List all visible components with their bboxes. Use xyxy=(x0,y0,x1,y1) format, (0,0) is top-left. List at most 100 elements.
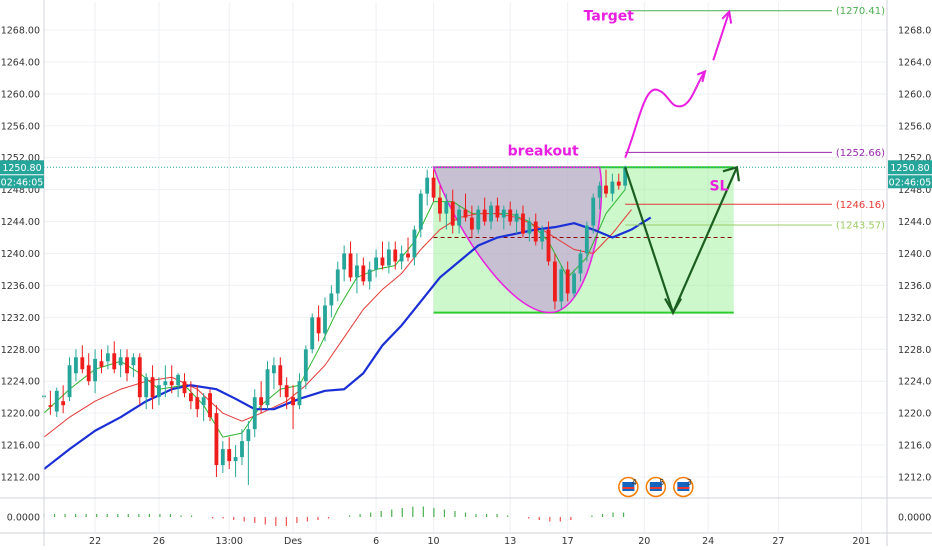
candle-body xyxy=(271,365,276,374)
candle-body xyxy=(521,213,525,234)
candle-body xyxy=(74,357,78,374)
candle-body xyxy=(406,253,410,258)
candle-body xyxy=(259,397,264,406)
candle-body xyxy=(227,449,232,462)
candle-body xyxy=(386,249,391,266)
candle-body xyxy=(501,209,506,218)
candle-body xyxy=(297,381,302,406)
pattern-overlays xyxy=(432,166,734,314)
candle-body xyxy=(265,369,270,406)
ma-green-line xyxy=(43,189,626,438)
countdown-value-left: 02:46:05 xyxy=(1,177,44,188)
candle-body xyxy=(559,269,564,302)
target-arrow-line xyxy=(712,11,731,61)
candle-body xyxy=(476,209,481,230)
y-tick-right: 1244.00 xyxy=(898,217,932,228)
y-tick-right: 1264.00 xyxy=(898,57,932,68)
candle-body xyxy=(86,365,91,382)
candle-body xyxy=(310,317,315,350)
candles xyxy=(42,165,628,486)
candle-body xyxy=(616,181,621,186)
flag-icon xyxy=(622,482,635,491)
target-curve-arrow xyxy=(696,69,707,83)
candle-body xyxy=(367,269,372,282)
candle-body xyxy=(540,229,545,242)
candle-body xyxy=(99,361,104,367)
target-arrow-head xyxy=(721,9,733,24)
y-tick-right: 1212.00 xyxy=(898,473,932,484)
candle-body xyxy=(150,377,155,398)
candle-body xyxy=(131,357,136,366)
osc-label-left: 0.0000 xyxy=(7,513,40,524)
candle-body xyxy=(463,209,468,218)
oscillator-panel: 0.0000 0.0000 xyxy=(7,506,931,526)
y-tick-left: 1260.00 xyxy=(1,89,40,100)
candle-body xyxy=(240,441,244,458)
annotation-target: Target xyxy=(584,8,635,24)
candle-body xyxy=(278,365,283,386)
event-badge-count: 3 xyxy=(687,478,692,487)
candle-body xyxy=(482,209,487,222)
event-badge-count: 5 xyxy=(659,478,664,487)
y-tick-left: 1236.00 xyxy=(1,281,40,292)
y-tick-left: 1244.00 xyxy=(1,217,40,228)
candle-body xyxy=(418,193,423,230)
countdown-value-right: 02:46:05 xyxy=(889,177,932,188)
candle-body xyxy=(284,385,289,398)
candle-body xyxy=(105,353,110,362)
candle-body xyxy=(93,358,98,382)
candle-body xyxy=(335,269,340,294)
y-tick-right: 1252.00 xyxy=(898,153,932,164)
x-tick-label: 24 xyxy=(702,536,714,547)
candle-body xyxy=(176,374,181,386)
candle-body xyxy=(527,221,532,234)
candle-body xyxy=(48,405,53,407)
osc-label-right: 0.0000 xyxy=(898,513,931,524)
y-tick-right: 1268.00 xyxy=(898,25,932,36)
y-tick-right: 1236.00 xyxy=(898,281,932,292)
y-tick-right: 1240.00 xyxy=(898,249,932,260)
candle-body xyxy=(361,265,366,282)
flag-icon xyxy=(649,482,662,491)
candle-body xyxy=(61,401,66,406)
candle-body xyxy=(425,177,430,194)
ma-blue-line xyxy=(43,216,652,470)
y-tick-left: 1252.00 xyxy=(1,153,40,164)
y-tick-left: 1232.00 xyxy=(1,313,40,324)
price-tag-value-right: 1250.80 xyxy=(890,163,929,174)
y-tick-right: 1228.00 xyxy=(898,345,932,356)
y-tick-left: 1216.00 xyxy=(1,441,40,452)
candle-body xyxy=(214,413,219,466)
y-tick-left: 1240.00 xyxy=(1,249,40,260)
candle-body xyxy=(80,357,85,370)
candle-body xyxy=(54,390,59,412)
candle-body xyxy=(246,429,251,442)
x-tick-label: 26 xyxy=(153,536,165,547)
y-tick-right: 1248.00 xyxy=(898,185,932,196)
level-label: (1270.41) xyxy=(836,6,885,17)
x-tick-label: 6 xyxy=(373,536,379,547)
price-tag-right xyxy=(888,160,932,175)
candle-body xyxy=(137,357,142,398)
candle-body xyxy=(188,393,193,402)
candle-body xyxy=(412,229,417,258)
candle-body xyxy=(380,257,385,266)
candle-body xyxy=(508,209,513,222)
candle-body xyxy=(489,205,493,222)
y-tick-right: 1232.00 xyxy=(898,313,932,324)
candle-body xyxy=(495,205,500,218)
x-tick-label: 201 xyxy=(852,536,870,547)
y-tick-right: 1224.00 xyxy=(898,377,932,388)
candle-body xyxy=(578,253,583,274)
x-tick-label: 22 xyxy=(89,536,101,547)
candle-body xyxy=(323,305,327,334)
candle-body xyxy=(552,261,557,302)
candle-body xyxy=(431,177,436,198)
candle-body xyxy=(316,317,321,334)
y-tick-left: 1264.00 xyxy=(1,57,40,68)
candle-body xyxy=(393,249,398,262)
y-tick-left: 1224.00 xyxy=(1,377,40,388)
